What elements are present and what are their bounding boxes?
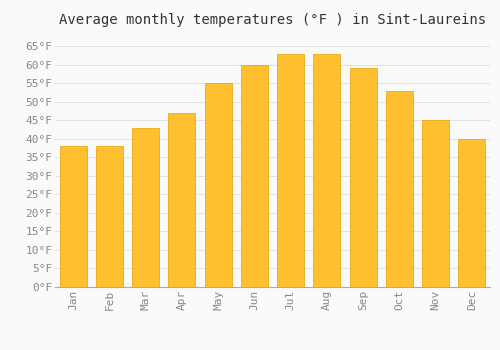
Title: Average monthly temperatures (°F ) in Sint-Laureins: Average monthly temperatures (°F ) in Si… bbox=[59, 13, 486, 27]
Bar bbox=[422, 120, 449, 287]
Bar bbox=[458, 139, 485, 287]
Bar bbox=[132, 128, 159, 287]
Bar bbox=[204, 83, 232, 287]
Bar bbox=[314, 54, 340, 287]
Bar bbox=[350, 68, 376, 287]
Bar bbox=[168, 113, 196, 287]
Bar bbox=[386, 91, 413, 287]
Bar bbox=[277, 54, 304, 287]
Bar bbox=[96, 146, 123, 287]
Bar bbox=[60, 146, 86, 287]
Bar bbox=[241, 65, 268, 287]
